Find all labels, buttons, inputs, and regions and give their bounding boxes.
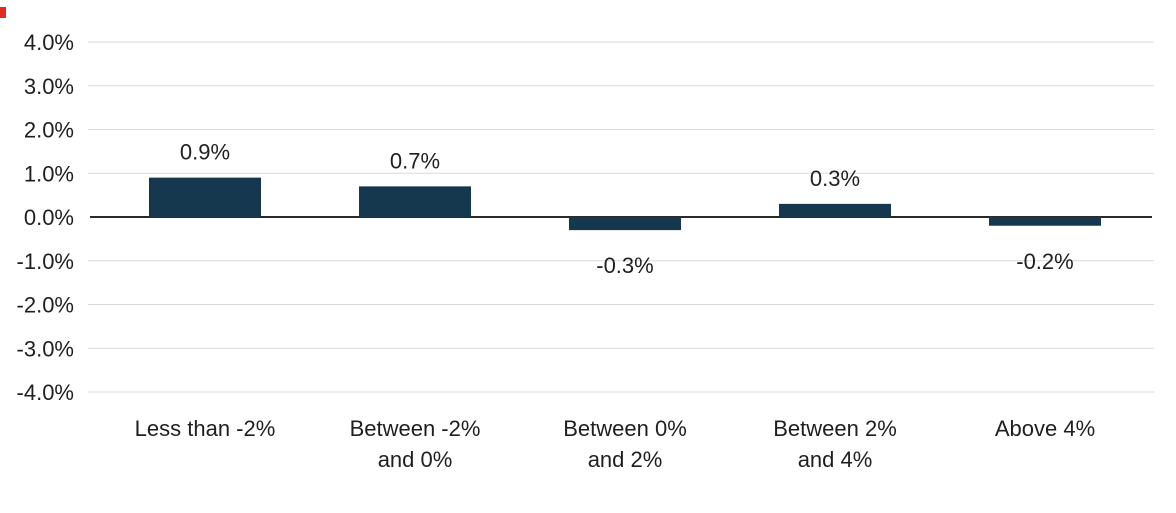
bar-value-label: -0.3% xyxy=(596,253,653,278)
y-axis-tick-label: 1.0% xyxy=(24,161,74,186)
bar xyxy=(989,217,1101,226)
bar xyxy=(149,177,261,217)
y-axis-tick-label: 2.0% xyxy=(24,118,74,143)
x-axis-category-label: and 2% xyxy=(588,447,663,472)
y-axis-tick-label: -1.0% xyxy=(17,249,74,274)
x-axis-category-label: Between -2% xyxy=(350,416,481,441)
bar-value-label: 0.9% xyxy=(180,140,230,165)
x-axis-category-label: Less than -2% xyxy=(135,416,276,441)
y-axis-tick-label: -4.0% xyxy=(17,380,74,405)
corner-red-artifact xyxy=(0,7,6,18)
x-axis-category-label: Above 4% xyxy=(995,416,1095,441)
x-axis-category-label: Between 0% xyxy=(563,416,687,441)
bar xyxy=(569,217,681,231)
y-axis-tick-label: -2.0% xyxy=(17,293,74,318)
bar xyxy=(359,186,471,217)
bar-value-label: 0.7% xyxy=(390,148,440,173)
bar-value-label: 0.3% xyxy=(810,166,860,191)
y-axis-tick-label: -3.0% xyxy=(17,336,74,361)
bar-value-label: -0.2% xyxy=(1016,249,1073,274)
x-axis-category-label: Between 2% xyxy=(773,416,897,441)
y-axis-tick-label: 0.0% xyxy=(24,205,74,230)
y-axis-tick-label: 3.0% xyxy=(24,74,74,99)
x-axis-category-label: and 4% xyxy=(798,447,873,472)
bar xyxy=(779,203,891,217)
x-axis-category-label: and 0% xyxy=(378,447,453,472)
y-axis-tick-label: 4.0% xyxy=(24,30,74,55)
